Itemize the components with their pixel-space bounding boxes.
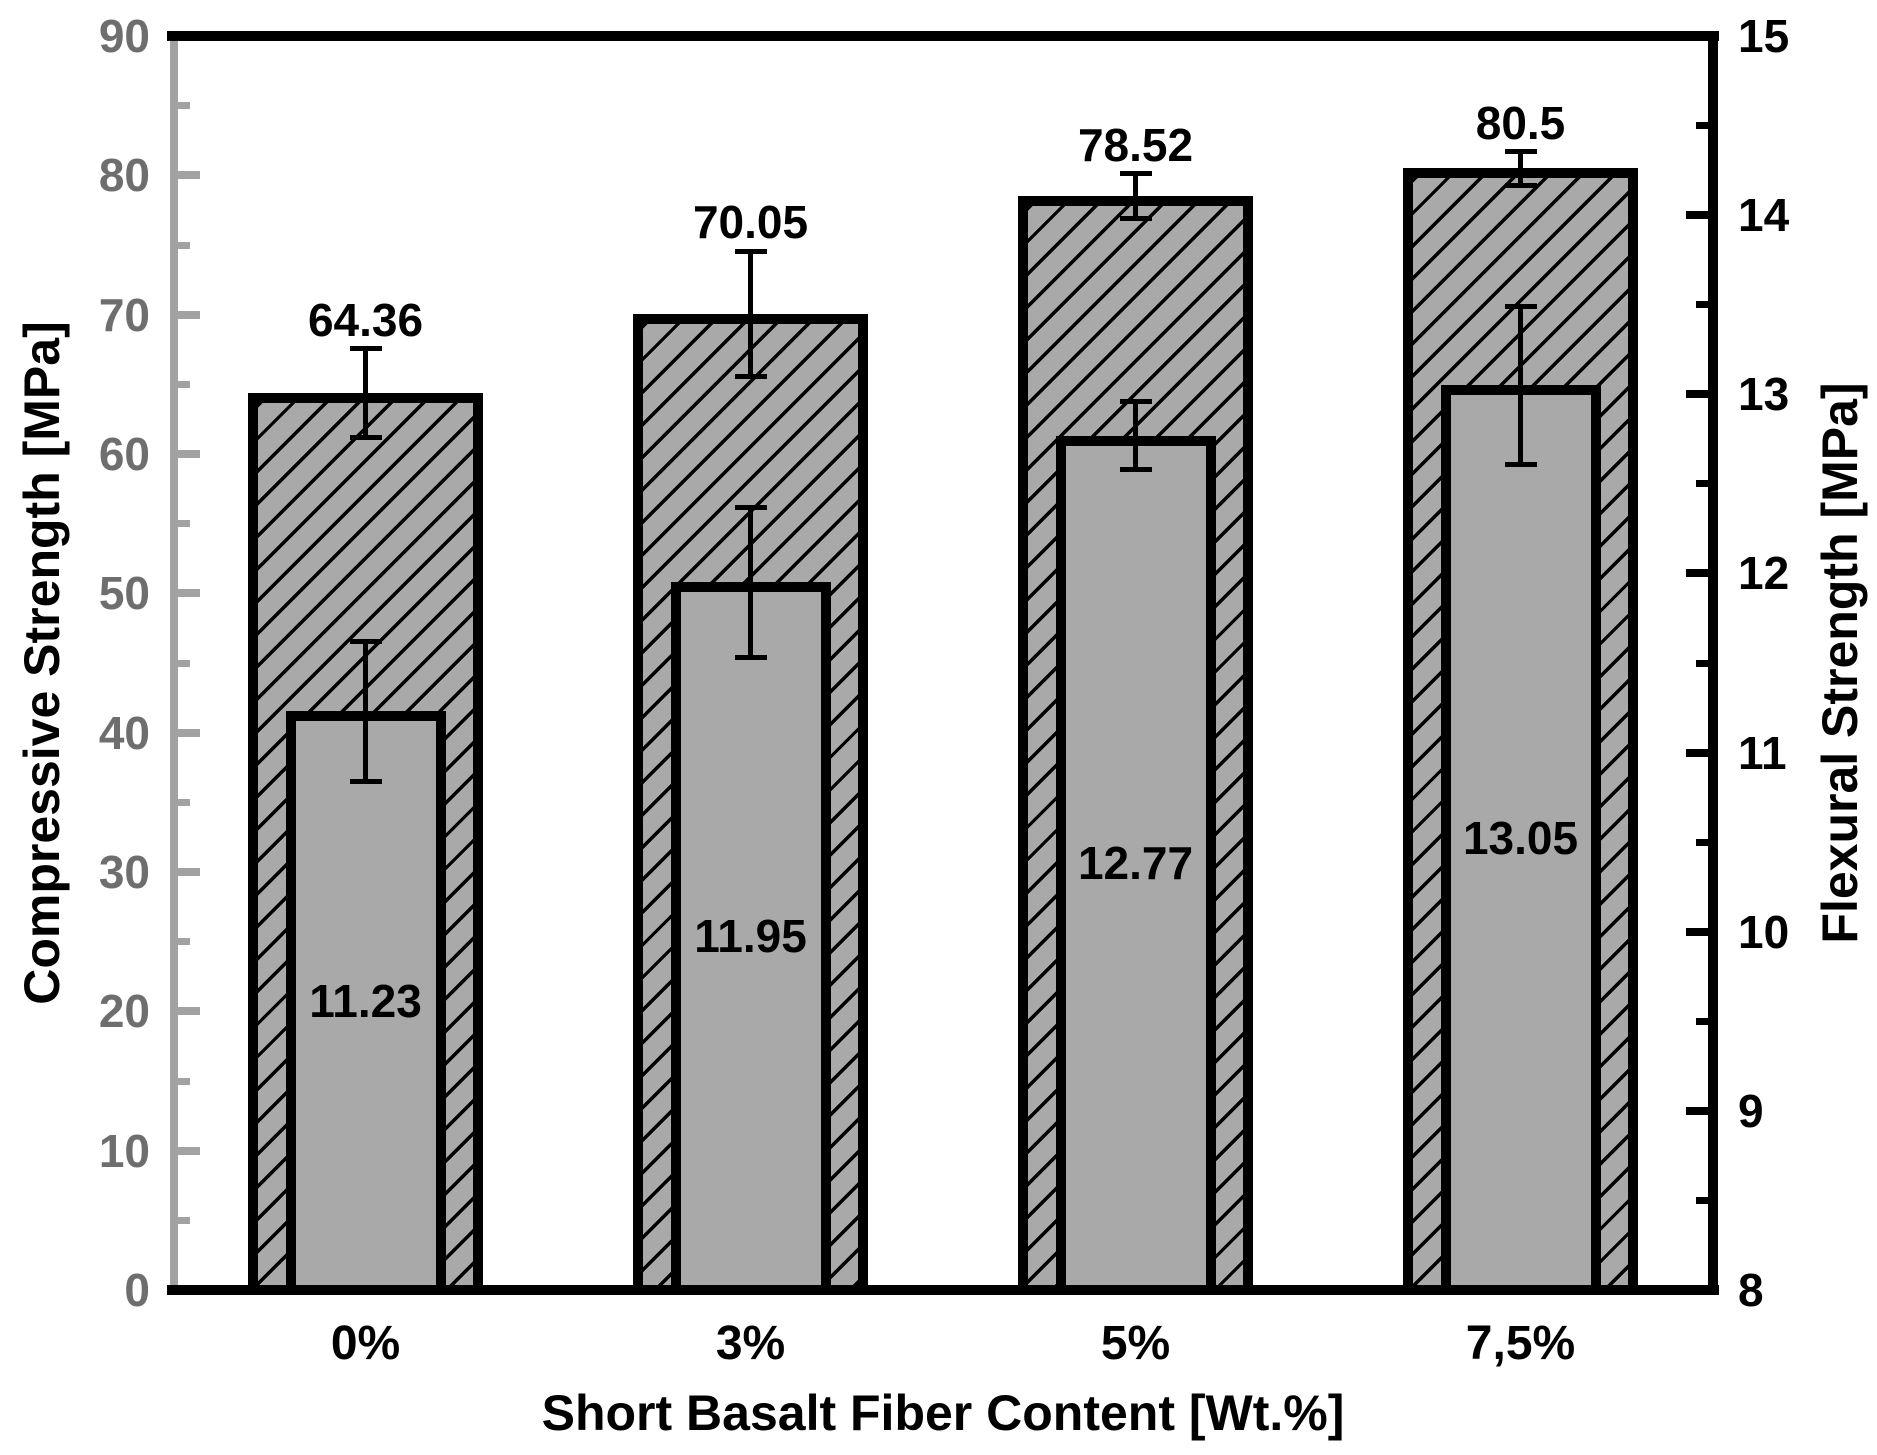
error-bar-line [748,251,753,377]
right-axis-tick-label: 15 [1738,10,1790,62]
error-bar-cap-bottom [1504,461,1537,467]
left-axis-minor-tick [178,1077,190,1085]
error-bar-cap-top [349,639,382,644]
left-axis-tick-label: 30 [98,846,150,898]
flexural-value-label: 11.95 [694,910,807,963]
error-bar-cap-bottom [1504,182,1537,188]
left-axis-minor-tick [178,938,190,946]
x-tick-label: 3% [715,1317,786,1370]
left-axis-tick-label: 60 [98,428,150,480]
left-axis-tick-label: 50 [98,567,150,620]
right-axis-minor-tick [1696,838,1708,846]
left-axis-tick-label: 90 [98,10,150,62]
right-axis-minor-tick [1696,122,1708,130]
left-axis-major-tick [178,1007,200,1016]
flexural-bar-0 [285,711,446,1295]
right-axis-minor-tick [1696,659,1708,667]
right-axis-tick-label: 8 [1738,1264,1764,1316]
left-axis-tick-label: 20 [98,985,150,1038]
left-axis-minor-tick [178,102,190,110]
error-bar-cap-bottom [734,374,767,380]
x-tick-label: 7,5% [1465,1317,1576,1370]
left-axis-minor-tick [178,1216,190,1224]
error-bar-line [363,348,368,438]
right-axis-tick-label: 12 [1738,547,1790,600]
error-bar-line [363,641,368,782]
compressive-value-label: 70.05 [692,196,809,249]
flexural-value-label: 11.23 [309,974,422,1027]
error-bar-cap-top [1504,304,1537,309]
right-axis-major-tick [1686,390,1708,399]
left-axis-major-tick [178,1146,200,1155]
compressive-value-label: 80.5 [1475,96,1566,149]
x-tick-label: 0% [330,1317,401,1370]
right-axis-major-tick [1686,211,1708,220]
right-axis-major-tick [1686,927,1708,936]
error-bar-cap-top [349,346,382,352]
right-axis-tick-label: 9 [1738,1084,1764,1137]
error-bar-cap-top [734,504,767,510]
left-axis-minor-tick [178,659,190,667]
right-axis-tick-label: 13 [1738,368,1790,421]
right-y-axis-title: Flexural Strength [MPa] [1812,382,1868,944]
left-axis-minor-tick [178,798,190,806]
right-axis-major-tick [1686,1106,1708,1115]
error-bar-cap-bottom [349,778,382,784]
plot-left-spine [170,33,178,1295]
left-axis-tick-label: 70 [98,288,150,341]
error-bar-cap-top [1119,399,1152,404]
left-axis-major-tick [178,450,200,458]
error-bar-cap-bottom [1119,215,1152,221]
left-axis-minor-tick [178,520,190,528]
left-axis-major-tick [178,310,200,319]
compressive-value-label: 64.36 [307,293,424,346]
x-axis-title: Short Basalt Fiber Content [Wt.%] [541,1385,1345,1441]
right-axis-minor-tick [1696,480,1708,488]
flexural-bar-2 [1055,435,1216,1295]
right-axis-tick-label: 14 [1738,189,1790,242]
error-bar-line [1518,306,1523,465]
plot-right-spine [1708,31,1718,1295]
compressive-value-label: 78.52 [1077,118,1194,171]
left-y-axis-title: Compressive Strength [MPa] [14,321,70,1005]
plot-bottom-spine [167,1285,1719,1295]
plot-top-spine [167,31,1719,41]
right-axis-minor-tick [1696,301,1708,309]
flexural-value-label: 13.05 [1462,811,1579,864]
error-bar-line [1518,151,1523,185]
right-axis-tick-label: 10 [1738,905,1790,958]
error-bar-cap-bottom [349,435,382,441]
flexural-bar-3 [1440,385,1601,1295]
right-axis-minor-tick [1696,1196,1708,1204]
error-bar-line [1133,401,1138,470]
left-axis-tick-label: 40 [98,706,150,759]
right-axis-major-tick [1686,569,1708,578]
left-axis-tick-label: 0 [124,1264,150,1316]
error-bar-line [1133,173,1138,219]
error-bar-line [748,507,753,658]
left-axis-tick-label: 10 [98,1124,150,1177]
error-bar-cap-top [734,248,767,254]
right-axis-minor-tick [1696,1017,1708,1025]
error-bar-cap-top [1119,171,1152,177]
left-axis-major-tick [178,868,200,876]
right-axis-major-tick [1686,748,1708,757]
left-axis-minor-tick [178,380,190,388]
left-axis-major-tick [178,589,200,598]
error-bar-cap-bottom [1119,467,1152,472]
flexural-value-label: 12.77 [1077,836,1194,889]
error-bar-cap-top [1504,149,1537,155]
error-bar-cap-bottom [734,655,767,661]
x-tick-label: 5% [1100,1317,1171,1370]
right-axis-tick-label: 11 [1738,726,1787,779]
flexural-bar-1 [670,582,831,1295]
left-axis-minor-tick [178,241,190,249]
left-axis-major-tick [178,728,200,737]
left-axis-tick-label: 80 [98,149,150,202]
left-axis-major-tick [178,171,200,180]
